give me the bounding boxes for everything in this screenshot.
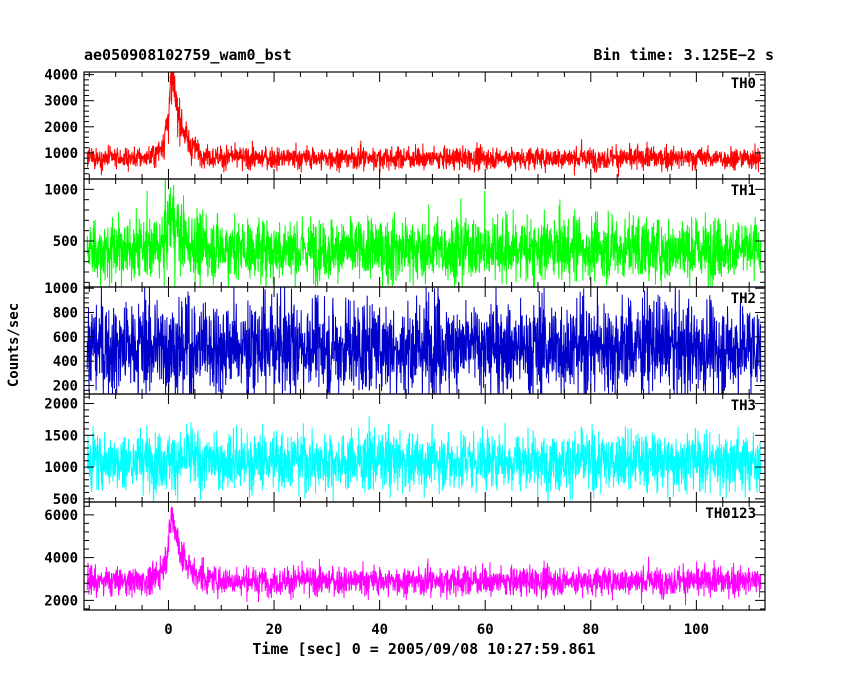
y-tick-label: 500 xyxy=(53,234,78,250)
panel-th0123: TH0123 2000 4000 6000 0 20 40 60 80 100 xyxy=(44,501,766,638)
series-th0123 xyxy=(86,506,762,606)
y-tick-label: 1000 xyxy=(44,182,78,198)
panel-label: TH1 xyxy=(731,183,756,199)
series-th3 xyxy=(86,416,762,502)
x-tick-label: 80 xyxy=(582,622,599,638)
bin-time-label: Bin time: 3.125E−2 s xyxy=(593,46,774,64)
series-th2 xyxy=(86,287,762,394)
panel-th3: TH3 500 1000 1500 2000 xyxy=(44,393,766,508)
y-tick-label: 1000 xyxy=(44,281,78,297)
y-tick-label: 800 xyxy=(53,306,78,322)
panel-th0: TH0 1000 2000 3000 4000 xyxy=(44,68,766,180)
series-th0 xyxy=(86,72,762,177)
y-tick-label: 2000 xyxy=(44,397,78,413)
y-tick-label: 1500 xyxy=(44,428,78,444)
panel-label: TH2 xyxy=(731,291,756,307)
y-tick-label: 1000 xyxy=(44,460,78,476)
y-tick-label: 4000 xyxy=(44,68,78,84)
x-tick-label: 0 xyxy=(164,622,172,638)
y-axis-label: Counts/sec xyxy=(6,303,22,387)
y-tick-label: 600 xyxy=(53,330,78,346)
y-tick-label: 500 xyxy=(53,492,78,508)
chart-title: ae050908102759_wam0_bst xyxy=(84,46,292,64)
series-th1 xyxy=(86,179,762,287)
x-tick-label: 60 xyxy=(477,622,494,638)
y-tick-label: 4000 xyxy=(44,551,78,567)
y-tick-label: 1000 xyxy=(44,146,78,162)
panel-th2: TH2 200 400 600 800 1000 xyxy=(44,281,766,395)
y-tick-label: 2000 xyxy=(44,593,78,609)
x-tick-label: 20 xyxy=(266,622,283,638)
y-tick-label: 6000 xyxy=(44,508,78,524)
panel-frame xyxy=(83,501,766,611)
x-tick-label: 40 xyxy=(371,622,388,638)
panel-label: TH0 xyxy=(731,76,756,92)
x-tick-label: 100 xyxy=(684,622,709,638)
panel-label: TH3 xyxy=(731,398,756,414)
y-tick-label: 200 xyxy=(53,378,78,394)
panel-label: TH0123 xyxy=(705,506,756,522)
y-tick-label: 2000 xyxy=(44,120,78,136)
x-axis-label: Time [sec] 0 = 2005/09/08 10:27:59.861 xyxy=(252,640,595,658)
panel-th1: TH1 500 1000 xyxy=(44,178,766,288)
y-tick-label: 3000 xyxy=(44,94,78,110)
y-tick-label: 400 xyxy=(53,354,78,370)
